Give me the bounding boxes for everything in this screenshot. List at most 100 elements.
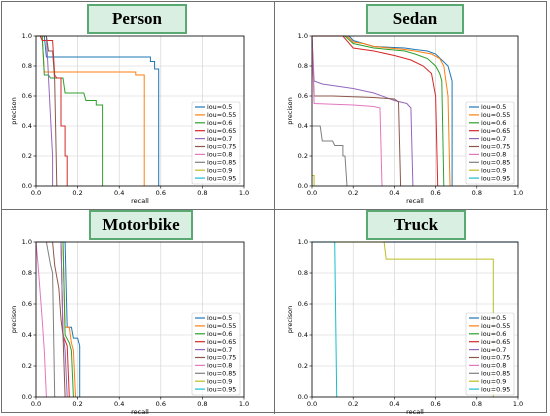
legend-label: iou=0.95	[207, 174, 236, 182]
axes-frame	[311, 35, 519, 187]
legend-label: iou=0.85	[481, 370, 510, 378]
x-tick-label: 0.2	[72, 400, 82, 408]
x-tick-label: 0.0	[307, 400, 317, 408]
legend-label: iou=0.75	[207, 143, 236, 151]
series-line-iou=0.75	[311, 35, 402, 187]
y-axis-label: precison	[286, 306, 294, 334]
legend: iou=0.5iou=0.55iou=0.6iou=0.65iou=0.7iou…	[191, 312, 241, 396]
series-line-iou=0.85	[312, 125, 348, 187]
legend-label: iou=0.75	[481, 143, 510, 151]
x-tick-label: 1.0	[239, 400, 249, 408]
y-tick-label: 1.0	[22, 238, 32, 246]
plot-sedan: 0.0 0.2 0.4 0.6 0.8 1.0 0.0 0.2 0.4 0.6 0.8 1.0 reca…	[286, 32, 523, 205]
y-tick-label: 0.4	[298, 331, 308, 339]
series-line-iou=0.5	[36, 241, 81, 397]
panel-title-truck: Truck	[366, 210, 466, 240]
legend-label: iou=0.55	[481, 322, 510, 330]
x-tick-label: 0.8	[197, 400, 207, 408]
x-tick-label: 0.8	[472, 189, 482, 197]
y-tick-label: 0.6	[22, 300, 32, 308]
x-tick-label: 0.6	[156, 400, 166, 408]
y-tick-label: 0.2	[22, 152, 32, 160]
legend: iou=0.5iou=0.55iou=0.6iou=0.65iou=0.7iou…	[465, 101, 515, 185]
legend-label: iou=0.85	[207, 370, 236, 378]
y-tick-label: 0.2	[22, 362, 32, 370]
legend-label: iou=0.8	[207, 151, 232, 159]
legend-label: iou=0.65	[481, 338, 510, 346]
series-line-iou=0.5	[312, 35, 453, 186]
y-tick-label: 0.2	[298, 152, 308, 160]
legend-label: iou=0.65	[207, 127, 236, 135]
x-tick-label: 0.2	[348, 400, 358, 408]
y-tick-label: 0.8	[298, 62, 308, 70]
series-line-iou=0.9	[312, 175, 315, 186]
legend-label: iou=0.6	[481, 330, 506, 338]
legend-label: iou=0.75	[481, 354, 510, 362]
plot-motorbike: 0.0 0.2 0.4 0.6 0.8 1.0 0.0 0.2 0.4 0.6 0.8 1.0 reca…	[10, 238, 249, 416]
x-axis-label: recall	[406, 408, 424, 416]
x-tick-label: 1.0	[513, 400, 523, 408]
legend: iou=0.5iou=0.55iou=0.6iou=0.65iou=0.7iou…	[465, 312, 515, 396]
y-axis-label: precison	[10, 97, 18, 125]
axes-frame	[35, 241, 245, 398]
y-tick-label: 0.6	[22, 92, 32, 100]
legend-label: iou=0.65	[207, 338, 236, 346]
series-line-iou=0.65	[312, 35, 439, 187]
legend-label: iou=0.9	[207, 166, 232, 174]
series-line-iou=0.8	[35, 241, 47, 398]
y-tick-label: 0.8	[22, 269, 32, 277]
y-axis-label: precison	[10, 306, 18, 334]
panel-title-motorbike: Motorbike	[89, 210, 193, 240]
y-tick-label: 0.6	[298, 92, 308, 100]
series-line-iou=0.95	[312, 241, 338, 398]
legend-label: iou=0.55	[481, 111, 510, 119]
legend-label: iou=0.95	[481, 174, 510, 182]
y-tick-label: 1.0	[22, 32, 32, 40]
series-line-iou=0.65	[36, 35, 68, 186]
x-tick-label: 0.6	[430, 189, 440, 197]
legend-label: iou=0.9	[481, 377, 506, 385]
legend-label: iou=0.6	[481, 119, 506, 127]
x-tick-label: 0.2	[72, 189, 82, 197]
legend-label: iou=0.5	[481, 314, 506, 322]
series-line-iou=0.7	[311, 35, 414, 187]
plot-truck: 0.0 0.2 0.4 0.6 0.8 1.0 0.0 0.2 0.4 0.6 0.8 1.0 reca…	[286, 238, 523, 416]
x-tick-label: 0.0	[307, 189, 317, 197]
panel-title-person: Person	[87, 4, 187, 34]
x-axis-label: recall	[406, 197, 424, 205]
x-axis-label: recall	[131, 197, 149, 205]
y-tick-label: 0.4	[298, 122, 308, 130]
y-tick-label: 0.4	[22, 122, 32, 130]
legend-label: iou=0.7	[207, 346, 232, 354]
x-tick-label: 0.4	[114, 189, 124, 197]
series-line-iou=0.6	[36, 35, 104, 186]
y-tick-label: 0.4	[22, 331, 32, 339]
axes-frame	[35, 35, 245, 187]
x-axis-label: recall	[131, 408, 149, 416]
x-tick-label: 0.2	[348, 189, 358, 197]
series-line-iou=0.55	[312, 35, 451, 187]
plot-person: 0.0 0.2 0.4 0.6 0.8 1.0 0.0 0.2 0.4 0.6 0.8 1.0 reca…	[10, 32, 249, 205]
x-tick-label: 0.6	[156, 189, 166, 197]
x-tick-label: 0.0	[31, 400, 41, 408]
series-line-iou=0.7	[36, 35, 54, 186]
y-tick-label: 0.8	[298, 269, 308, 277]
legend-label: iou=0.6	[207, 330, 232, 338]
legend-label: iou=0.9	[481, 166, 506, 174]
legend-label: iou=0.65	[481, 127, 510, 135]
x-tick-label: 0.8	[197, 189, 207, 197]
x-tick-label: 0.4	[389, 189, 399, 197]
legend-label: iou=0.75	[207, 354, 236, 362]
y-tick-label: 0.8	[22, 62, 32, 70]
y-tick-label: 0.2	[298, 362, 308, 370]
series-line-iou=0.6	[312, 35, 445, 187]
y-tick-label: 1.0	[298, 238, 308, 246]
y-tick-label: 1.0	[298, 32, 308, 40]
legend-label: iou=0.8	[481, 362, 506, 370]
legend-label: iou=0.8	[207, 362, 232, 370]
series-line-iou=0.7	[36, 241, 68, 398]
y-axis-label: precison	[286, 97, 294, 125]
y-tick-label: 0.0	[22, 393, 32, 401]
legend-label: iou=0.5	[207, 103, 232, 111]
